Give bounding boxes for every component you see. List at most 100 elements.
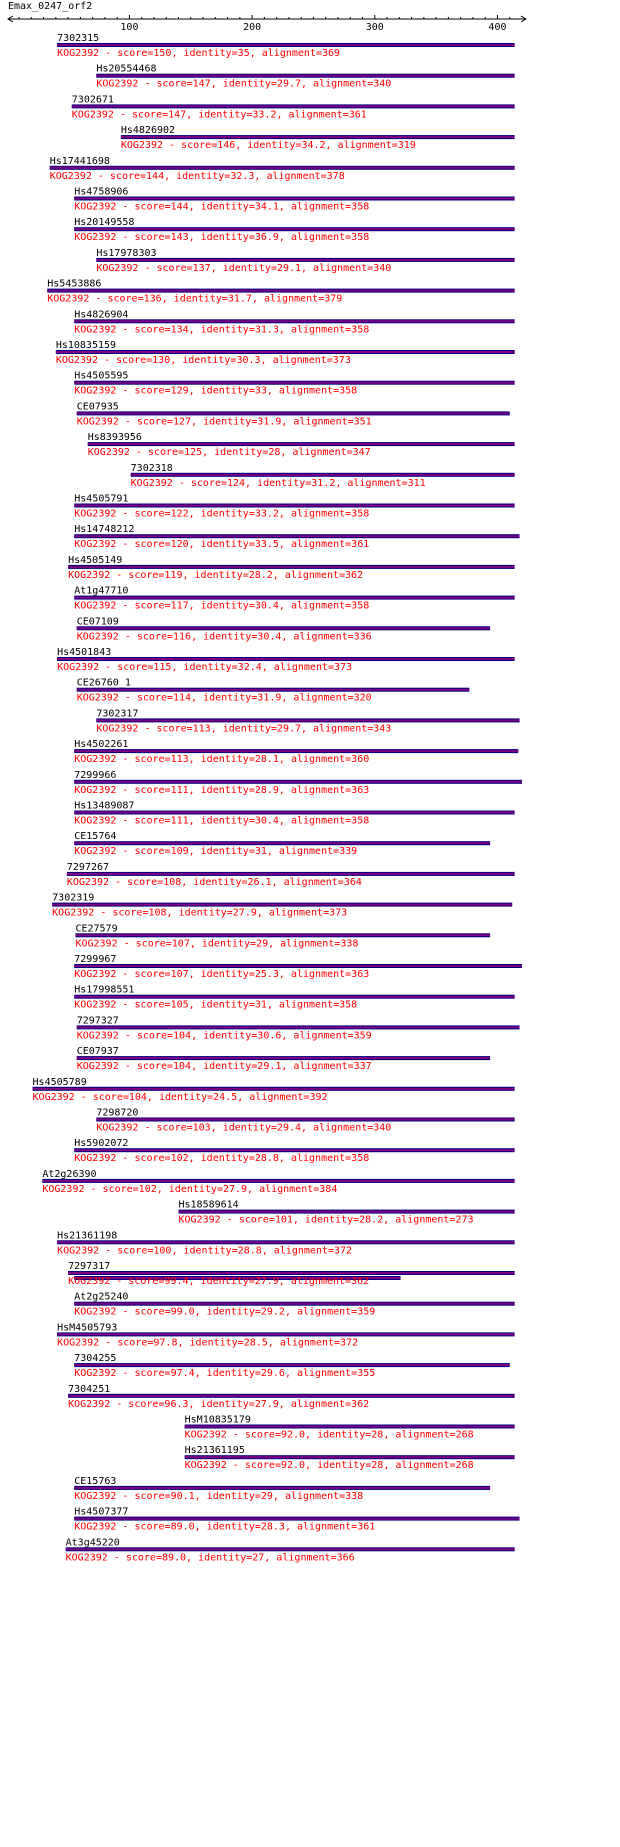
hit-name[interactable]: 7302318 — [131, 463, 173, 474]
hit-name[interactable]: 7299967 — [74, 954, 116, 965]
hit-description[interactable]: KOG2392 - score=97.4, identity=29.6, ali… — [74, 1368, 375, 1379]
hit-name[interactable]: Hs4507377 — [74, 1507, 128, 1518]
hit-description[interactable]: KOG2392 - score=92.0, identity=28, align… — [185, 1460, 474, 1471]
hit-description[interactable]: KOG2392 - score=125, identity=28, alignm… — [88, 447, 371, 458]
hit-description[interactable]: KOG2392 - score=147, identity=33.2, alig… — [72, 109, 367, 120]
hit-name[interactable]: Hs4501843 — [57, 647, 111, 658]
hit-description[interactable]: KOG2392 - score=113, identity=29.7, alig… — [96, 723, 391, 734]
hit-name[interactable]: 7302671 — [72, 94, 114, 105]
hit-name[interactable]: Hs5902072 — [74, 1138, 128, 1149]
hit-name[interactable]: Hs4505149 — [68, 555, 122, 566]
hit-name[interactable]: 7297317 — [68, 1261, 110, 1272]
hit-description[interactable]: KOG2392 - score=107, identity=25.3, alig… — [74, 969, 369, 980]
hit-name[interactable]: Hs4505595 — [74, 371, 128, 382]
hit-description[interactable]: KOG2392 - score=105, identity=31, alignm… — [74, 1000, 357, 1011]
hit-name[interactable]: Hs18589614 — [179, 1200, 239, 1211]
hit-description[interactable]: KOG2392 - score=92.0, identity=28, align… — [185, 1430, 474, 1441]
hit-name[interactable]: At1g47710 — [74, 586, 128, 597]
hit-name[interactable]: Hs4826904 — [74, 309, 128, 320]
hit-name[interactable]: Hs13489087 — [74, 801, 134, 812]
hit-description[interactable]: KOG2392 - score=108, identity=27.9, alig… — [52, 908, 347, 919]
hit-description[interactable]: KOG2392 - score=103, identity=29.4, alig… — [96, 1123, 391, 1134]
hit-name[interactable]: At2g26390 — [42, 1169, 96, 1180]
hit-description[interactable]: KOG2392 - score=122, identity=33.2, alig… — [74, 509, 369, 520]
hit-description[interactable]: KOG2392 - score=146, identity=34.2, alig… — [121, 140, 416, 151]
hit-description[interactable]: KOG2392 - score=101, identity=28.2, alig… — [179, 1215, 474, 1226]
hit-name[interactable]: CE07935 — [77, 401, 119, 412]
hit-description[interactable]: KOG2392 - score=137, identity=29.1, alig… — [96, 263, 391, 274]
hit-name[interactable]: Hs17441698 — [50, 156, 110, 167]
hit-name[interactable]: Hs14748212 — [74, 524, 134, 535]
hit-name[interactable]: 7299966 — [74, 770, 116, 781]
hit-description[interactable]: KOG2392 - score=89.0, identity=27, align… — [66, 1552, 355, 1563]
hit-description[interactable]: KOG2392 - score=102, identity=27.9, alig… — [42, 1184, 337, 1195]
hit-name[interactable]: CE27579 — [75, 923, 117, 934]
hit-name[interactable]: Hs4502261 — [74, 739, 128, 750]
hit-description[interactable]: KOG2392 - score=111, identity=28.9, alig… — [74, 785, 369, 796]
hit-name[interactable]: CE15764 — [74, 831, 116, 842]
hit-description[interactable]: KOG2392 - score=100, identity=28.8, alig… — [57, 1245, 352, 1256]
hit-name[interactable]: Hs8393956 — [88, 432, 142, 443]
hit-description[interactable]: KOG2392 - score=90.1, identity=29, align… — [74, 1491, 363, 1502]
hit-description[interactable]: KOG2392 - score=99.0, identity=29.2, ali… — [74, 1307, 375, 1318]
hit-name[interactable]: Hs17978303 — [96, 248, 156, 259]
hit-description[interactable]: KOG2392 - score=127, identity=31.9, alig… — [77, 416, 372, 427]
hit-description[interactable]: KOG2392 - score=108, identity=26.1, alig… — [67, 877, 362, 888]
hit-name[interactable]: Hs4758906 — [74, 187, 128, 198]
hit-name[interactable]: Hs20554468 — [96, 64, 156, 75]
hit-description[interactable]: KOG2392 - score=107, identity=29, alignm… — [75, 938, 358, 949]
hit-name[interactable]: CE15763 — [74, 1476, 116, 1487]
hit-name[interactable]: Hs4505789 — [33, 1077, 87, 1088]
hit-description[interactable]: KOG2392 - score=111, identity=30.4, alig… — [74, 816, 369, 827]
hit-description[interactable]: KOG2392 - score=115, identity=32.4, alig… — [57, 662, 352, 673]
hit-name[interactable]: At2g25240 — [74, 1292, 128, 1303]
hit-name[interactable]: Hs10835159 — [56, 340, 116, 351]
hit-name[interactable]: 7298720 — [96, 1108, 138, 1119]
hit-description[interactable]: KOG2392 - score=120, identity=33.5, alig… — [74, 539, 369, 550]
hit-description[interactable]: KOG2392 - score=130, identity=30.3, alig… — [56, 355, 351, 366]
hit-description[interactable]: KOG2392 - score=144, identity=34.1, alig… — [74, 202, 369, 213]
hit-name[interactable]: Hs5453886 — [47, 279, 101, 290]
hit-description[interactable]: KOG2392 - score=104, identity=24.5, alig… — [33, 1092, 328, 1103]
hit-name[interactable]: 7297327 — [77, 1015, 119, 1026]
hit-name[interactable]: 7297267 — [67, 862, 109, 873]
hit-name[interactable]: CE07937 — [77, 1046, 119, 1057]
hit-name[interactable]: At3g45220 — [66, 1537, 120, 1548]
hit-description[interactable]: KOG2392 - score=89.0, identity=28.3, ali… — [74, 1522, 375, 1533]
hit-name[interactable]: 7304251 — [68, 1384, 110, 1395]
hit-description[interactable]: KOG2392 - score=124, identity=31.2, alig… — [131, 478, 426, 489]
hit-name[interactable]: 7302317 — [96, 708, 138, 719]
hit-name[interactable]: 7304255 — [74, 1353, 116, 1364]
hit-name[interactable]: CE07109 — [77, 616, 119, 627]
hit-description[interactable]: KOG2392 - score=119, identity=28.2, alig… — [68, 570, 363, 581]
hit-name[interactable]: Hs20149558 — [74, 217, 134, 228]
hit-name[interactable]: 7302319 — [52, 893, 94, 904]
hit-name[interactable]: Hs21361195 — [185, 1445, 245, 1456]
hit-name[interactable]: Hs21361198 — [57, 1230, 117, 1241]
hit-description[interactable]: KOG2392 - score=104, identity=29.1, alig… — [77, 1061, 372, 1072]
hit-description[interactable]: KOG2392 - score=113, identity=28.1, alig… — [74, 754, 369, 765]
hit-description[interactable]: KOG2392 - score=144, identity=32.3, alig… — [50, 171, 345, 182]
hit-name[interactable]: Hs4826902 — [121, 125, 175, 136]
hit-description[interactable]: KOG2392 - score=96.3, identity=27.9, ali… — [68, 1399, 369, 1410]
hit-name[interactable]: HsM10835179 — [185, 1415, 251, 1426]
hit-description[interactable]: KOG2392 - score=109, identity=31, alignm… — [74, 846, 357, 857]
hit-name[interactable]: CE26760_1 — [77, 678, 131, 689]
hit-name[interactable]: HsM4505793 — [57, 1322, 117, 1333]
hit-name[interactable]: Hs4505791 — [74, 494, 128, 505]
hit-name[interactable]: Hs17998551 — [74, 985, 134, 996]
hit-description[interactable]: KOG2392 - score=134, identity=31.3, alig… — [74, 324, 369, 335]
hit-description[interactable]: KOG2392 - score=99.4, identity=27.9, ali… — [68, 1276, 369, 1287]
hit-description[interactable]: KOG2392 - score=150, identity=35, alignm… — [57, 48, 340, 59]
hit-description[interactable]: KOG2392 - score=143, identity=36.9, alig… — [74, 232, 369, 243]
hit-description[interactable]: KOG2392 - score=116, identity=30.4, alig… — [77, 631, 372, 642]
hit-description[interactable]: KOG2392 - score=136, identity=31.7, alig… — [47, 294, 342, 305]
hit-description[interactable]: KOG2392 - score=147, identity=29.7, alig… — [96, 79, 391, 90]
hit-description[interactable]: KOG2392 - score=104, identity=30.6, alig… — [77, 1030, 372, 1041]
hit-description[interactable]: KOG2392 - score=129, identity=33, alignm… — [74, 386, 357, 397]
hit-description[interactable]: KOG2392 - score=102, identity=28.8, alig… — [74, 1153, 369, 1164]
hit-description[interactable]: KOG2392 - score=117, identity=30.4, alig… — [74, 601, 369, 612]
hit-name[interactable]: 7302315 — [57, 33, 99, 44]
hit-description[interactable]: KOG2392 - score=97.8, identity=28.5, ali… — [57, 1337, 358, 1348]
hit-description[interactable]: KOG2392 - score=114, identity=31.9, alig… — [77, 693, 372, 704]
